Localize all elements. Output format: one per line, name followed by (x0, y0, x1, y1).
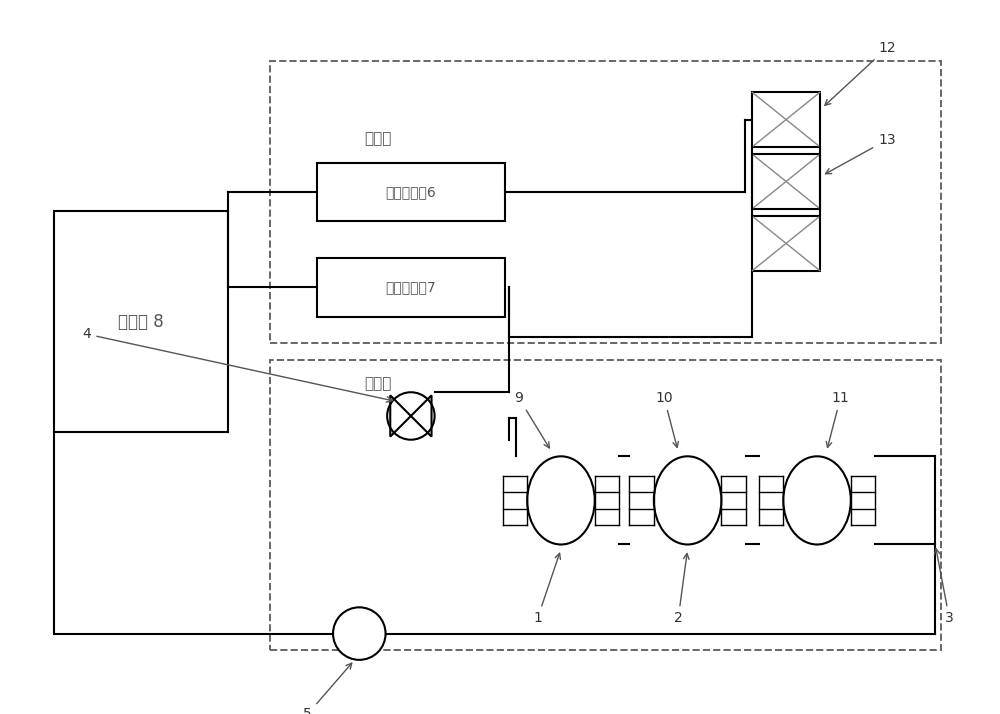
Text: 第一压力表6: 第一压力表6 (386, 185, 436, 198)
FancyBboxPatch shape (54, 211, 228, 432)
FancyBboxPatch shape (752, 216, 820, 271)
Circle shape (333, 608, 386, 660)
Text: 10: 10 (655, 391, 678, 448)
Ellipse shape (527, 456, 595, 545)
Text: 内光路: 内光路 (364, 131, 391, 146)
Text: 1: 1 (533, 553, 560, 625)
Text: 12: 12 (825, 41, 896, 106)
FancyBboxPatch shape (752, 154, 820, 208)
Text: 11: 11 (826, 391, 849, 448)
Text: 13: 13 (826, 133, 896, 174)
Text: 3: 3 (934, 549, 954, 625)
FancyBboxPatch shape (752, 92, 820, 147)
Text: 2: 2 (674, 553, 689, 625)
Text: 5: 5 (303, 663, 352, 714)
Text: 4: 4 (83, 327, 392, 402)
Ellipse shape (654, 456, 721, 545)
Polygon shape (390, 396, 411, 437)
Ellipse shape (783, 456, 851, 545)
Text: 第二压力表7: 第二压力表7 (386, 281, 436, 294)
FancyBboxPatch shape (317, 258, 505, 316)
Polygon shape (411, 396, 432, 437)
FancyBboxPatch shape (317, 163, 505, 221)
Text: 外光路: 外光路 (364, 376, 391, 391)
Text: 9: 9 (514, 391, 549, 448)
Text: 水冷机 8: 水冷机 8 (118, 313, 164, 331)
